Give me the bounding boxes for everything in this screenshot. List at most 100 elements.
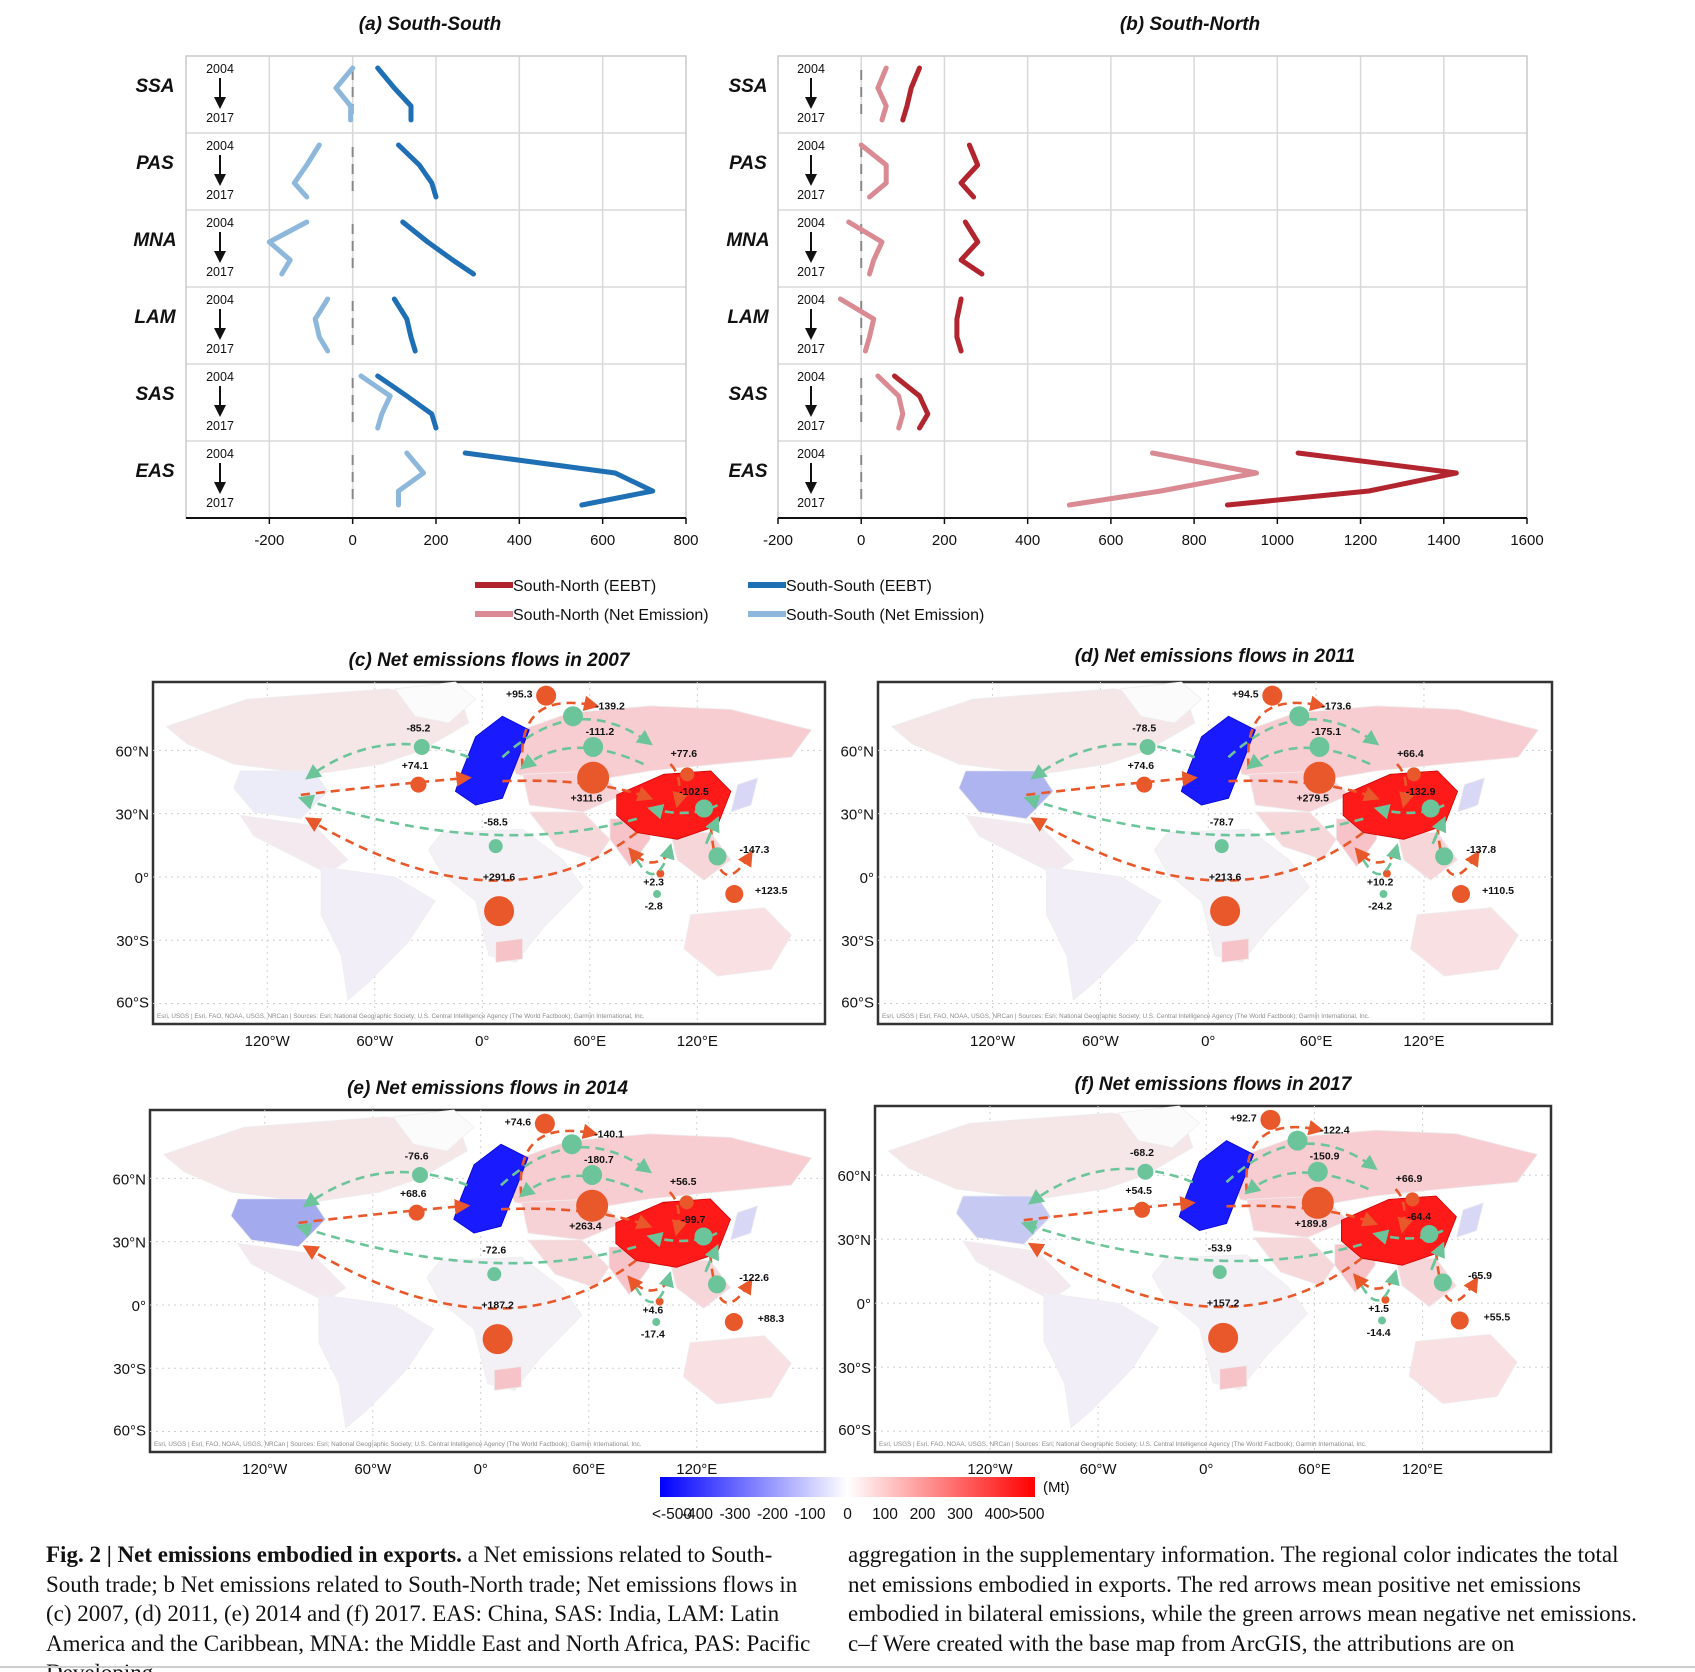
flow-arrow-usa_eu_pos — [300, 771, 472, 797]
flow-label-usa_eu_neg: -85.2 — [406, 723, 430, 735]
land-greenland — [1117, 1105, 1201, 1148]
flow-arrow-usa_eu_pos — [298, 1199, 471, 1225]
flow-arrow-sas_neg — [1360, 1269, 1400, 1302]
land-greenland — [392, 1109, 475, 1152]
land-europe — [1180, 715, 1256, 806]
flow-arrow-rus_pos — [1246, 695, 1326, 768]
year-start-label: 2004 — [797, 62, 825, 76]
flow-arrow-cas_neg — [520, 746, 645, 770]
region-label: SAS — [728, 384, 767, 405]
lat-label: 0° — [860, 870, 874, 887]
flow-node-usa_eu_neg — [1137, 1163, 1154, 1180]
flow-node-sas_neg — [653, 890, 661, 899]
x-tick-label: 800 — [1182, 532, 1207, 549]
colorbar-tick-label: -100 — [794, 1506, 825, 1523]
land-japan — [730, 777, 759, 813]
row-mna: MNA 2004 2017 — [726, 216, 985, 279]
flow-node-sas_neg — [652, 1318, 661, 1327]
row-pas: PAS 2004 2017 — [729, 139, 981, 202]
land-australia — [683, 907, 792, 977]
flow-node-cas_neg — [583, 736, 604, 757]
series-net — [396, 450, 426, 508]
land-middle-east — [528, 811, 611, 861]
land-middle-east — [1252, 1237, 1336, 1287]
year-start-label: 2004 — [206, 62, 234, 76]
flow-arrow-usa_eu_neg — [302, 1170, 468, 1208]
flow-arrow-mna — [1226, 1204, 1379, 1227]
colorbar-tick-label: -400 — [682, 1506, 713, 1523]
flow-arrow-sas_neg — [635, 843, 675, 876]
flow-arrow-sea_neg — [1430, 815, 1447, 847]
flow-label-pas_neg: -102.5 — [679, 786, 709, 798]
down-arrow-head-icon — [805, 328, 817, 340]
land-se-asia — [669, 1260, 732, 1309]
land-greenland — [1119, 681, 1203, 724]
map-panel-c: (c) Net emissions flows in 2007 60°N 30°N 0… — [115, 650, 827, 1050]
flow-label-sea_pos: +55.5 — [1484, 1312, 1511, 1324]
flow-node-pas_neg — [694, 1227, 713, 1246]
flow-arrow-usa_eu_neg — [305, 742, 470, 780]
map-attribution: Esri, USGS | Esri, FAO, NOAA, USGS, NRCa… — [879, 1441, 1367, 1448]
down-arrow-head-icon — [214, 482, 226, 494]
flow-label-rus_pos: +92.7 — [1230, 1113, 1257, 1125]
flow-node-pas_neg — [1421, 799, 1440, 818]
legend-label: South-South (Net Emission) — [786, 607, 984, 624]
flow-node-pas_neg — [1420, 1225, 1439, 1244]
region-label: SSA — [135, 76, 174, 97]
flow-label-sea_neg: -122.6 — [739, 1272, 769, 1284]
flow-label-usa_eu_pos: +74.6 — [1128, 760, 1155, 772]
caption-left: Fig. 2 | Net emissions embodied in expor… — [46, 1540, 821, 1672]
flow-label-sea_pos: +88.3 — [758, 1313, 785, 1325]
flow-node-rus_pos — [1260, 1109, 1281, 1130]
colorbar-tick-label: 200 — [910, 1506, 936, 1523]
flow-label-sas_neg: -14.4 — [1367, 1327, 1391, 1339]
map-attribution: Esri, USGS | Esri, FAO, NOAA, USGS, NRCa… — [154, 1441, 642, 1448]
colorbar-bar — [660, 1477, 1035, 1497]
flow-label-cas_neg: -180.7 — [584, 1154, 614, 1166]
line-panel-b: (b) South-North -200 0 200 400 600 800 1000 1200… — [726, 14, 1543, 549]
flow-arrow-sas_neg — [1362, 843, 1402, 876]
down-arrow-head-icon — [805, 405, 817, 417]
flow-arrow-sas_neg — [634, 1271, 674, 1304]
flow-node-ssa — [1210, 896, 1241, 927]
lon-label: 120°E — [677, 1033, 718, 1050]
year-end-label: 2017 — [797, 496, 825, 510]
map-panel-e: (e) Net emissions flows in 2014 60°N 30°N 0… — [112, 1078, 827, 1478]
flow-node-sea_neg — [1433, 1273, 1452, 1292]
panel-title: (a) South-South — [359, 14, 501, 35]
land-australia — [1408, 1333, 1518, 1405]
land-south-america — [320, 866, 436, 1001]
x-tick-label: 200 — [932, 532, 957, 549]
x-tick-label: 200 — [423, 532, 448, 549]
lon-label: 60°E — [573, 1033, 606, 1050]
year-start-label: 2004 — [206, 216, 234, 230]
year-start-label: 2004 — [206, 293, 234, 307]
lat-label: 30°S — [841, 933, 874, 950]
flow-node-sea_pos — [1450, 1311, 1469, 1330]
flow-arrow-cas_neg — [1244, 1171, 1370, 1195]
down-arrow-head-icon — [805, 174, 817, 186]
year-end-label: 2017 — [797, 111, 825, 125]
flow-label-rus_pos: +74.6 — [505, 1116, 532, 1128]
series-eebt — [900, 65, 922, 123]
flow-node-sea_pos — [724, 1313, 743, 1332]
lon-label: 120°W — [970, 1033, 1016, 1050]
flow-node-sea_neg — [708, 1275, 726, 1294]
caption-right-text: aggregation in the supplementary informa… — [848, 1542, 1637, 1656]
lon-label: 60°E — [572, 1461, 605, 1478]
map-attribution: Esri, USGS | Esri, FAO, NOAA, USGS, NRCa… — [882, 1013, 1370, 1020]
x-tick-label: 0 — [348, 532, 356, 549]
series-eebt — [400, 219, 476, 277]
flow-node-rus_neg — [1289, 706, 1310, 727]
land-middle-east — [527, 1239, 610, 1289]
flow-label-sea_neg: -137.8 — [1466, 844, 1496, 856]
flow-node-usa_eu_neg — [412, 1166, 428, 1183]
year-start-label: 2004 — [206, 447, 234, 461]
flow-node-lam_neg — [1214, 839, 1229, 854]
series-net — [333, 65, 356, 123]
flow-arrow-sea_neg — [703, 1243, 719, 1275]
down-arrow-head-icon — [805, 97, 817, 109]
series-eebt — [954, 296, 964, 354]
map-title: (d) Net emissions flows in 2011 — [1075, 646, 1356, 667]
flow-label-rus_pos: +95.3 — [506, 688, 533, 700]
